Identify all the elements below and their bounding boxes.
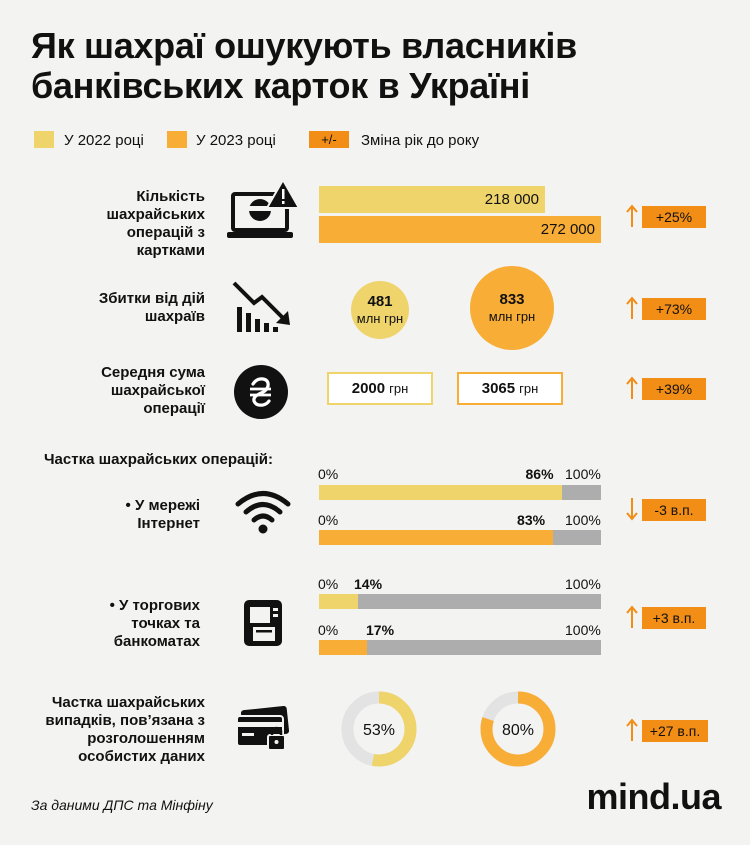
label-losses: Збитки від дій шахраїв <box>98 290 205 325</box>
internet-2022-fill <box>319 485 562 500</box>
stores-2022-fill <box>319 594 359 609</box>
change-losses: +73% <box>642 298 706 320</box>
bar-operations-2022 <box>319 186 545 213</box>
axis-min-label: 0% <box>318 466 339 482</box>
axis-max-label: 100% <box>565 622 601 638</box>
losses-2023-unit: млн грн <box>488 309 536 324</box>
source-note: За даними ДПС та Мінфіну <box>31 797 213 813</box>
average-2023-unit: грн <box>519 381 539 396</box>
internet-2023-fill <box>319 530 554 545</box>
atm-icon <box>244 600 282 646</box>
losses-2022-unit: млн грн <box>356 311 404 326</box>
arrow-up-icon <box>626 376 638 399</box>
stores-2023-fill <box>319 640 367 655</box>
internet-2022-track <box>319 485 601 500</box>
box-average-2022: 2000 грн <box>327 372 433 405</box>
change-personal-data: +27 в.п. <box>642 720 708 742</box>
axis-min-label: 0% <box>318 512 339 528</box>
arrow-up-icon <box>626 605 638 628</box>
legend-change-chip: +/- <box>309 131 349 148</box>
donut-personal-2023: 80% <box>480 691 556 767</box>
laptop-fraud-icon <box>227 180 299 238</box>
logo: mind.ua <box>586 776 721 817</box>
losses-2023-value: 833 <box>499 291 525 308</box>
donut-personal-2022: 53% <box>341 691 417 767</box>
label-fraud-operations: Кількість шахрайських операцій з карткам… <box>106 188 205 259</box>
change-stores: +3 в.п. <box>642 607 706 629</box>
change-operations: +25% <box>642 206 706 228</box>
losses-2022-value: 481 <box>367 293 393 310</box>
axis-max-label: 100% <box>565 466 601 482</box>
title-line-1: Як шахраї ошукують власників <box>31 25 577 66</box>
legend-label-2022: У 2022 році <box>64 132 144 149</box>
average-2023-value: 3065 <box>481 380 516 397</box>
bubble-losses-2023: 833 млн грн <box>470 266 554 350</box>
wifi-icon <box>235 491 291 534</box>
chart-down-icon <box>232 281 290 332</box>
arrow-down-icon <box>626 498 638 521</box>
change-average: +39% <box>642 378 706 400</box>
internet-2023-value: 83% <box>517 512 546 528</box>
box-average-2023: 3065 грн <box>457 372 563 405</box>
change-internet: -3 в.п. <box>642 499 706 521</box>
credit-card-lock-icon <box>236 706 290 751</box>
donut-personal-2022-value: 53% <box>363 722 395 739</box>
title-line-2: банківських карток в Україні <box>31 65 530 106</box>
axis-min-label: 0% <box>318 622 339 638</box>
stores-2023-value: 17% <box>366 622 395 638</box>
internet-2022-value: 86% <box>525 466 554 482</box>
arrow-up-icon <box>626 204 638 227</box>
arrow-up-icon <box>626 296 638 319</box>
legend-change-label: Зміна рік до року <box>361 132 480 149</box>
label-internet: • У мережі Інтернет <box>125 497 200 532</box>
stores-2022-value: 14% <box>354 576 383 592</box>
hryvnia-coin-icon <box>234 365 288 419</box>
donut-personal-2022-arc <box>341 691 417 767</box>
page-title: Як шахраї ошукують власників банківських… <box>31 26 721 106</box>
label-average-amount: Середня сума шахрайської операції <box>101 364 205 417</box>
stores-2022-track <box>319 594 601 609</box>
legend-swatch-2023 <box>167 131 187 148</box>
legend-label-2023: У 2023 році <box>196 132 276 149</box>
section-title-share: Частка шахрайських операцій: <box>44 451 273 468</box>
label-stores-atms-text: У торгових точках та банкоматах <box>113 597 200 650</box>
label-internet-text: У мережі Інтернет <box>134 497 200 532</box>
donut-personal-2023-arc <box>480 691 556 767</box>
label-personal-data: Частка шахрайських випадків, пов’язана з… <box>45 694 205 765</box>
internet-2023-track <box>319 530 601 545</box>
donut-personal-2023-value: 80% <box>502 722 534 739</box>
bar-operations-2023 <box>319 216 601 243</box>
stores-2023-track <box>319 640 601 655</box>
axis-min-label: 0% <box>318 576 339 592</box>
label-stores-atms: • У торгових точках та банкоматах <box>109 597 200 650</box>
average-2022-unit: грн <box>389 381 409 396</box>
axis-max-label: 100% <box>565 512 601 528</box>
bar-operations-2023-value: 272 000 <box>540 221 595 238</box>
bubble-losses-2022: 481 млн грн <box>351 281 409 339</box>
axis-max-label: 100% <box>565 576 601 592</box>
legend-swatch-2022 <box>34 131 54 148</box>
bar-operations-2022-value: 218 000 <box>484 191 539 208</box>
average-2022-value: 2000 <box>351 380 386 397</box>
arrow-up-icon <box>626 718 638 741</box>
